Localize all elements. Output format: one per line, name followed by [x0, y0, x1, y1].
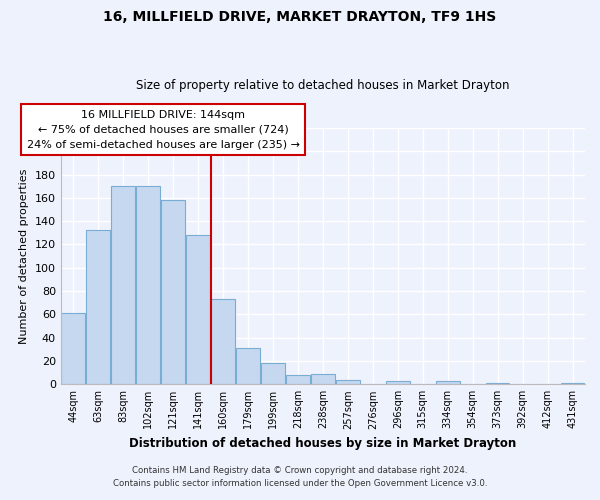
- Bar: [61, 313, 85, 384]
- Bar: [236, 348, 260, 385]
- Bar: [136, 186, 160, 384]
- Title: Size of property relative to detached houses in Market Drayton: Size of property relative to detached ho…: [136, 79, 509, 92]
- Bar: [86, 230, 110, 384]
- Bar: [560, 383, 584, 384]
- X-axis label: Distribution of detached houses by size in Market Drayton: Distribution of detached houses by size …: [129, 437, 517, 450]
- Bar: [436, 381, 460, 384]
- Bar: [311, 374, 335, 384]
- Bar: [261, 364, 285, 384]
- Bar: [386, 381, 410, 384]
- Bar: [336, 380, 360, 384]
- Text: 16, MILLFIELD DRIVE, MARKET DRAYTON, TF9 1HS: 16, MILLFIELD DRIVE, MARKET DRAYTON, TF9…: [103, 10, 497, 24]
- Bar: [186, 235, 210, 384]
- Text: Contains HM Land Registry data © Crown copyright and database right 2024.
Contai: Contains HM Land Registry data © Crown c…: [113, 466, 487, 487]
- Text: 16 MILLFIELD DRIVE: 144sqm
← 75% of detached houses are smaller (724)
24% of sem: 16 MILLFIELD DRIVE: 144sqm ← 75% of deta…: [26, 110, 299, 150]
- Bar: [161, 200, 185, 384]
- Bar: [286, 375, 310, 384]
- Y-axis label: Number of detached properties: Number of detached properties: [19, 168, 29, 344]
- Bar: [211, 299, 235, 384]
- Bar: [486, 383, 509, 384]
- Bar: [112, 186, 135, 384]
